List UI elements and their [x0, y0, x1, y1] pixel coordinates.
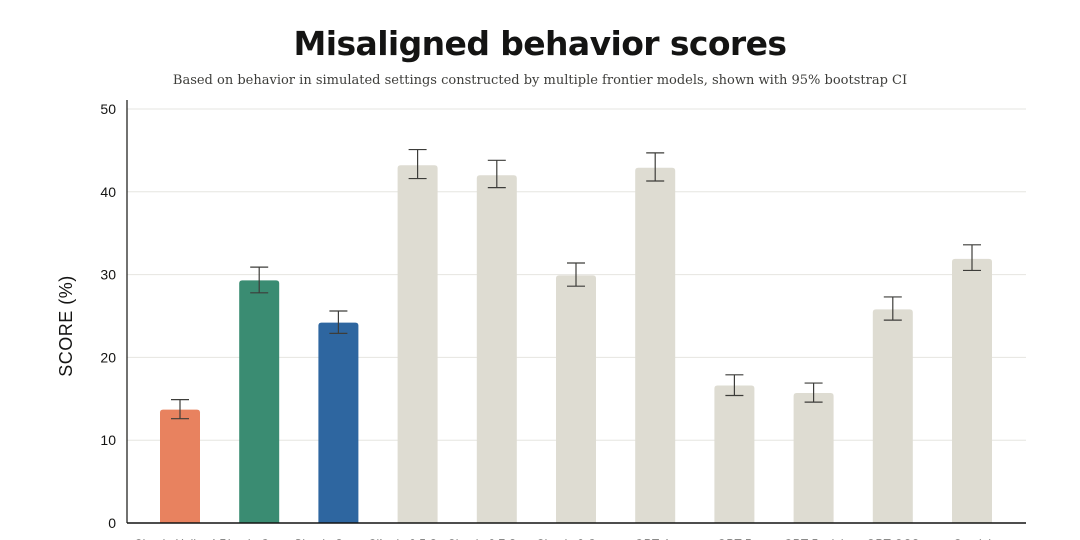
x-category-label: Claude Sonnet 4	[294, 537, 384, 540]
bar	[239, 280, 280, 523]
y-tick-label: 10	[100, 432, 116, 448]
x-category-labels: Claude Haiku 4.5Claude Opus 4Claude Sonn…	[134, 537, 991, 540]
y-tick-label: 0	[108, 515, 116, 531]
bar	[397, 165, 438, 523]
chart-title: Misaligned behavior scores	[293, 24, 787, 63]
y-tick-label: 50	[100, 101, 116, 117]
bar	[635, 167, 676, 523]
bar	[556, 275, 596, 523]
chart-subtitle: Based on behavior in simulated settings …	[172, 73, 908, 88]
y-tick-label: 30	[100, 267, 116, 283]
bar	[952, 258, 992, 523]
x-category-label: Claude 3.7 Sonnet	[447, 537, 547, 540]
error-bars	[171, 148, 981, 420]
x-category-label: Claude Opus 4	[219, 537, 299, 540]
bar	[872, 309, 913, 523]
bar	[476, 175, 517, 524]
y-tick-label: 40	[100, 184, 116, 200]
x-category-label: Claude 3 Opus	[536, 537, 616, 540]
x-category-label: GPT-4o	[635, 537, 677, 540]
y-axis-title: SCORE (%)	[56, 275, 76, 377]
x-category-label: Claude 3.5 Sonnet	[368, 537, 468, 540]
x-category-label: GPT-5 mini	[784, 537, 844, 540]
bar	[318, 322, 359, 523]
x-category-label: GPT-OSS	[866, 537, 919, 540]
x-category-label: Claude Haiku 4.5	[134, 537, 226, 540]
y-tick-label: 20	[100, 349, 116, 365]
bars	[160, 165, 992, 524]
y-tick-labels: 0 10 20 30 40 50	[100, 101, 116, 531]
bar	[160, 409, 200, 523]
x-category-label: GPT-5	[717, 537, 752, 540]
bar	[714, 385, 755, 523]
x-category-label: Gemini	[953, 537, 991, 540]
bar	[793, 393, 834, 523]
